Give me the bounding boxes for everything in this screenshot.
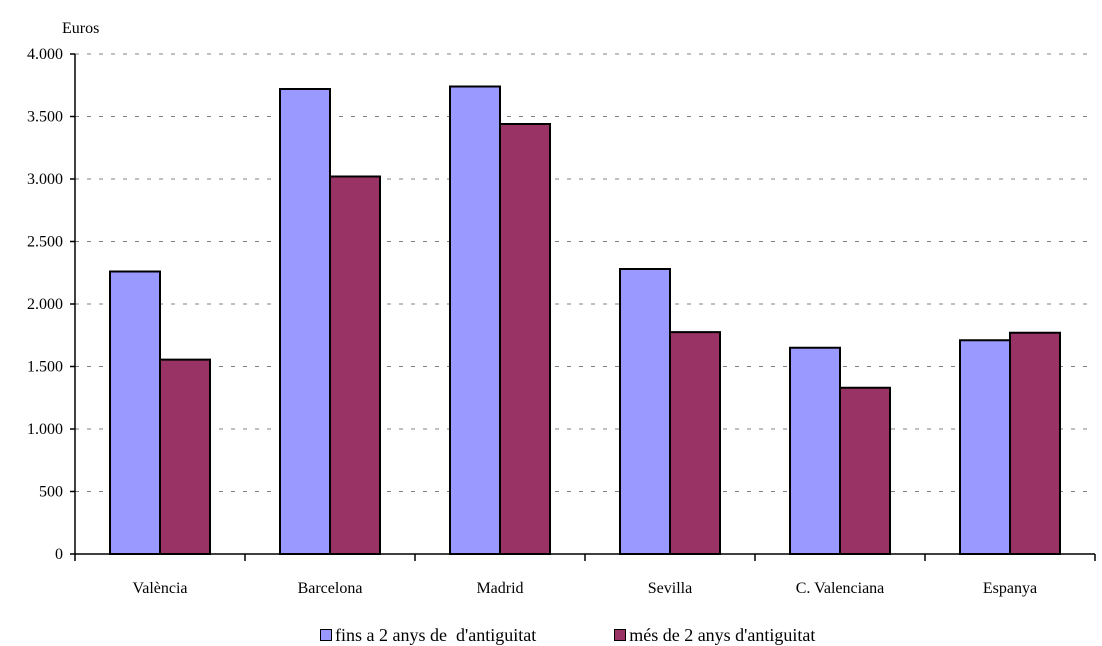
- bar-2-madrid: [499, 123, 551, 555]
- y-tick-label: 2.000: [27, 296, 63, 313]
- x-category-label: València: [132, 580, 187, 597]
- axes: [70, 53, 1096, 561]
- legend-swatch-series-2: [614, 629, 627, 641]
- y-tick-label: 0: [55, 546, 63, 563]
- bar-2-c-valenciana: [839, 386, 891, 555]
- y-tick-label: 3.500: [27, 109, 63, 126]
- y-tick-label: 2.500: [27, 234, 63, 251]
- bar-2-espanya: [1009, 331, 1061, 555]
- bar-1-madrid: [449, 85, 501, 555]
- legend-item-series-2: més de 2 anys d'antiguitat: [614, 625, 815, 646]
- x-category-label: Espanya: [983, 580, 1037, 597]
- y-tick-label: 1.500: [27, 359, 63, 376]
- bar-chart: Euros 0 500 1.000 1.500 2.000 2.500 3.000 3.500…: [27, 20, 1096, 597]
- legend-swatch-series-1: [320, 629, 332, 641]
- legend: fins a 2 anys de d'antiguitat més de 2 a…: [320, 624, 893, 646]
- bar-1-barcelona: [279, 88, 331, 555]
- bar-1-val-ncia: [109, 270, 161, 555]
- y-tick-label: 500: [39, 484, 63, 501]
- y-axis-title: Euros: [62, 20, 99, 37]
- legend-label-series-1: fins a 2 anys de d'antiguitat: [335, 624, 537, 645]
- y-tick-labels: 0 500 1.000 1.500 2.000 2.500 3.000 3.500 4.000: [27, 46, 63, 563]
- y-tick-label: 3.000: [27, 171, 63, 188]
- y-tick-label: 4.000: [27, 46, 63, 63]
- x-category-label: Barcelona: [298, 580, 363, 597]
- bars: [109, 85, 1061, 555]
- bar-1-sevilla: [619, 268, 671, 555]
- bar-2-sevilla: [669, 331, 721, 555]
- gridlines: [75, 53, 1095, 492]
- x-category-label: Madrid: [476, 580, 523, 597]
- y-tick-label: 1.000: [27, 421, 63, 438]
- bar-1-espanya: [959, 339, 1011, 555]
- x-category-label: Sevilla: [648, 580, 692, 597]
- bar-2-val-ncia: [159, 358, 211, 555]
- x-category-label: C. Valenciana: [796, 580, 885, 597]
- x-category-labels: València Barcelona Madrid Sevilla C. Valenci…: [132, 580, 1037, 597]
- legend-item-series-1: fins a 2 anys de d'antiguitat: [320, 625, 536, 646]
- legend-label-series-2: més de 2 anys d'antiguitat: [629, 624, 816, 645]
- bar-1-c-valenciana: [789, 346, 841, 555]
- bar-2-barcelona: [329, 175, 381, 555]
